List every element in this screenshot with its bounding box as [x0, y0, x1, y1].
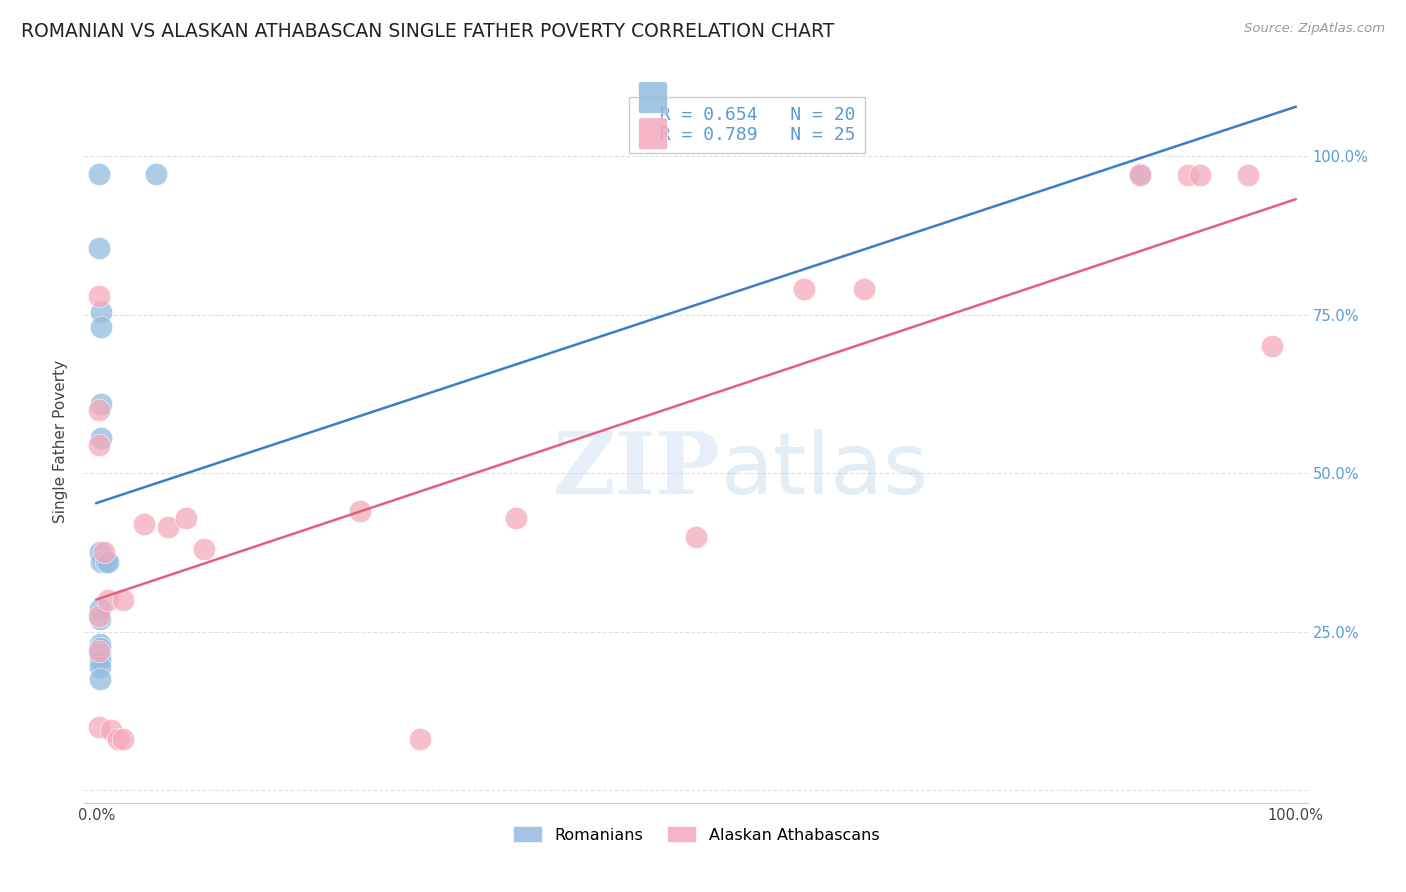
Point [87, 241, 110, 255]
FancyBboxPatch shape [638, 118, 668, 150]
Point [1236, 169, 1258, 183]
Point [87, 438, 110, 452]
Point [505, 510, 527, 524]
Point [852, 282, 875, 296]
Point [87, 608, 110, 623]
Point [90, 320, 112, 334]
Point [87, 643, 110, 657]
Point [89, 602, 111, 616]
Text: R = 0.654   N = 20
  R = 0.789   N = 25: R = 0.654 N = 20 R = 0.789 N = 25 [638, 105, 856, 145]
Point [89, 612, 111, 626]
Point [409, 732, 432, 747]
Point [90, 396, 112, 410]
Point [87, 289, 110, 303]
Text: Source: ZipAtlas.com: Source: ZipAtlas.com [1244, 22, 1385, 36]
Point [111, 732, 134, 747]
Point [89, 672, 111, 686]
Point [1260, 339, 1282, 353]
Point [97, 593, 120, 607]
Text: atlas: atlas [720, 429, 928, 512]
Point [111, 593, 134, 607]
Point [1177, 169, 1199, 183]
Point [89, 640, 111, 655]
Point [89, 545, 111, 559]
Point [107, 732, 129, 747]
Point [94, 555, 117, 569]
Point [793, 282, 815, 296]
Point [93, 545, 115, 559]
Point [1188, 169, 1211, 183]
FancyBboxPatch shape [638, 82, 668, 113]
Point [685, 530, 707, 544]
Point [89, 637, 111, 651]
Point [89, 647, 111, 661]
Point [89, 659, 111, 673]
Point [134, 516, 156, 531]
Point [1129, 169, 1152, 183]
Legend: Romanians, Alaskan Athabascans: Romanians, Alaskan Athabascans [506, 820, 886, 849]
Y-axis label: Single Father Poverty: Single Father Poverty [53, 360, 69, 523]
Point [97, 555, 120, 569]
Point [87, 402, 110, 417]
Point [1129, 167, 1152, 181]
Point [87, 167, 110, 181]
Point [89, 653, 111, 667]
Point [87, 720, 110, 734]
Point [174, 510, 197, 524]
Point [193, 542, 215, 557]
Text: ROMANIAN VS ALASKAN ATHABASCAN SINGLE FATHER POVERTY CORRELATION CHART: ROMANIAN VS ALASKAN ATHABASCAN SINGLE FA… [21, 22, 835, 41]
Point [157, 520, 180, 534]
Point [145, 167, 167, 181]
Point [100, 723, 122, 737]
Point [90, 431, 112, 445]
Point [90, 304, 112, 318]
Point [349, 504, 371, 518]
Text: ZIP: ZIP [553, 428, 720, 512]
Point [90, 555, 112, 569]
